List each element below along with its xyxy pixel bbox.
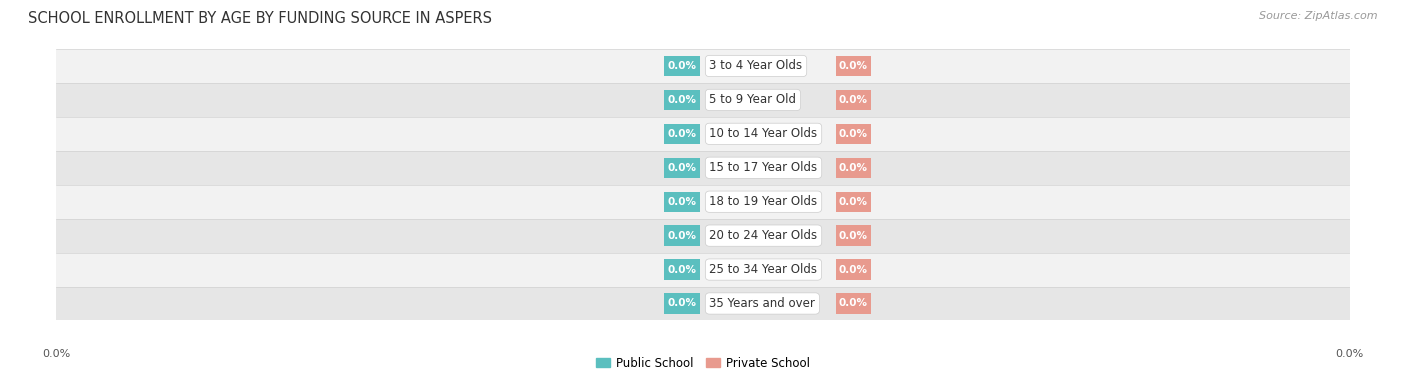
Text: 15 to 17 Year Olds: 15 to 17 Year Olds — [710, 161, 818, 174]
Bar — [835, 158, 872, 178]
Text: Source: ZipAtlas.com: Source: ZipAtlas.com — [1260, 11, 1378, 21]
Text: 0.0%: 0.0% — [839, 299, 868, 308]
Bar — [56, 287, 1350, 320]
Bar — [664, 192, 700, 212]
Legend: Public School, Private School: Public School, Private School — [592, 352, 814, 374]
Bar — [835, 124, 872, 144]
Bar — [835, 259, 872, 280]
Bar — [664, 225, 700, 246]
Text: 20 to 24 Year Olds: 20 to 24 Year Olds — [710, 229, 818, 242]
Text: 0.0%: 0.0% — [668, 163, 696, 173]
Text: 0.0%: 0.0% — [839, 231, 868, 241]
Bar — [835, 225, 872, 246]
Bar — [664, 259, 700, 280]
Text: 0.0%: 0.0% — [839, 61, 868, 71]
Bar — [56, 83, 1350, 117]
Text: 35 Years and over: 35 Years and over — [710, 297, 815, 310]
Bar — [664, 90, 700, 110]
Text: SCHOOL ENROLLMENT BY AGE BY FUNDING SOURCE IN ASPERS: SCHOOL ENROLLMENT BY AGE BY FUNDING SOUR… — [28, 11, 492, 26]
Bar — [835, 293, 872, 314]
Bar — [56, 253, 1350, 287]
Bar — [56, 49, 1350, 83]
Text: 0.0%: 0.0% — [668, 197, 696, 207]
Bar — [56, 151, 1350, 185]
Text: 0.0%: 0.0% — [668, 299, 696, 308]
Text: 0.0%: 0.0% — [668, 61, 696, 71]
Text: 0.0%: 0.0% — [839, 265, 868, 274]
Text: 0.0%: 0.0% — [668, 231, 696, 241]
Bar — [835, 90, 872, 110]
Bar — [664, 124, 700, 144]
Text: 0.0%: 0.0% — [839, 129, 868, 139]
Text: 0.0%: 0.0% — [1336, 349, 1364, 359]
Text: 0.0%: 0.0% — [839, 163, 868, 173]
Text: 25 to 34 Year Olds: 25 to 34 Year Olds — [710, 263, 817, 276]
Bar — [664, 158, 700, 178]
Bar — [664, 293, 700, 314]
Text: 0.0%: 0.0% — [668, 129, 696, 139]
Bar — [835, 192, 872, 212]
Text: 5 to 9 Year Old: 5 to 9 Year Old — [710, 93, 796, 106]
Bar — [56, 219, 1350, 253]
Text: 0.0%: 0.0% — [42, 349, 70, 359]
Bar — [835, 56, 872, 76]
Bar — [664, 56, 700, 76]
Text: 0.0%: 0.0% — [839, 197, 868, 207]
Text: 18 to 19 Year Olds: 18 to 19 Year Olds — [710, 195, 818, 208]
Text: 0.0%: 0.0% — [839, 95, 868, 105]
Text: 0.0%: 0.0% — [668, 95, 696, 105]
Bar — [56, 185, 1350, 219]
Bar — [56, 117, 1350, 151]
Text: 10 to 14 Year Olds: 10 to 14 Year Olds — [710, 127, 818, 140]
Text: 3 to 4 Year Olds: 3 to 4 Year Olds — [710, 60, 803, 72]
Text: 0.0%: 0.0% — [668, 265, 696, 274]
